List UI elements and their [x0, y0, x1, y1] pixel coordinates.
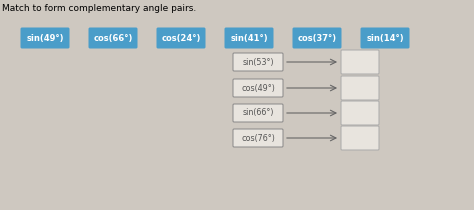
- Text: sin(53°): sin(53°): [242, 58, 274, 67]
- FancyBboxPatch shape: [341, 126, 379, 150]
- FancyBboxPatch shape: [233, 79, 283, 97]
- Text: sin(41°): sin(41°): [230, 34, 268, 42]
- Text: cos(24°): cos(24°): [161, 34, 201, 42]
- FancyBboxPatch shape: [361, 28, 410, 49]
- Text: sin(49°): sin(49°): [26, 34, 64, 42]
- Text: cos(76°): cos(76°): [241, 134, 275, 143]
- Text: Match to form complementary angle pairs.: Match to form complementary angle pairs.: [2, 4, 196, 13]
- Text: sin(14°): sin(14°): [366, 34, 404, 42]
- FancyBboxPatch shape: [233, 104, 283, 122]
- Text: cos(49°): cos(49°): [241, 84, 275, 92]
- FancyBboxPatch shape: [225, 28, 273, 49]
- Text: cos(37°): cos(37°): [298, 34, 337, 42]
- FancyBboxPatch shape: [341, 76, 379, 100]
- Text: cos(66°): cos(66°): [93, 34, 133, 42]
- FancyBboxPatch shape: [233, 129, 283, 147]
- FancyBboxPatch shape: [341, 50, 379, 74]
- Text: sin(66°): sin(66°): [242, 109, 274, 118]
- FancyBboxPatch shape: [89, 28, 137, 49]
- FancyBboxPatch shape: [341, 101, 379, 125]
- FancyBboxPatch shape: [233, 53, 283, 71]
- FancyBboxPatch shape: [20, 28, 70, 49]
- FancyBboxPatch shape: [156, 28, 206, 49]
- FancyBboxPatch shape: [292, 28, 341, 49]
